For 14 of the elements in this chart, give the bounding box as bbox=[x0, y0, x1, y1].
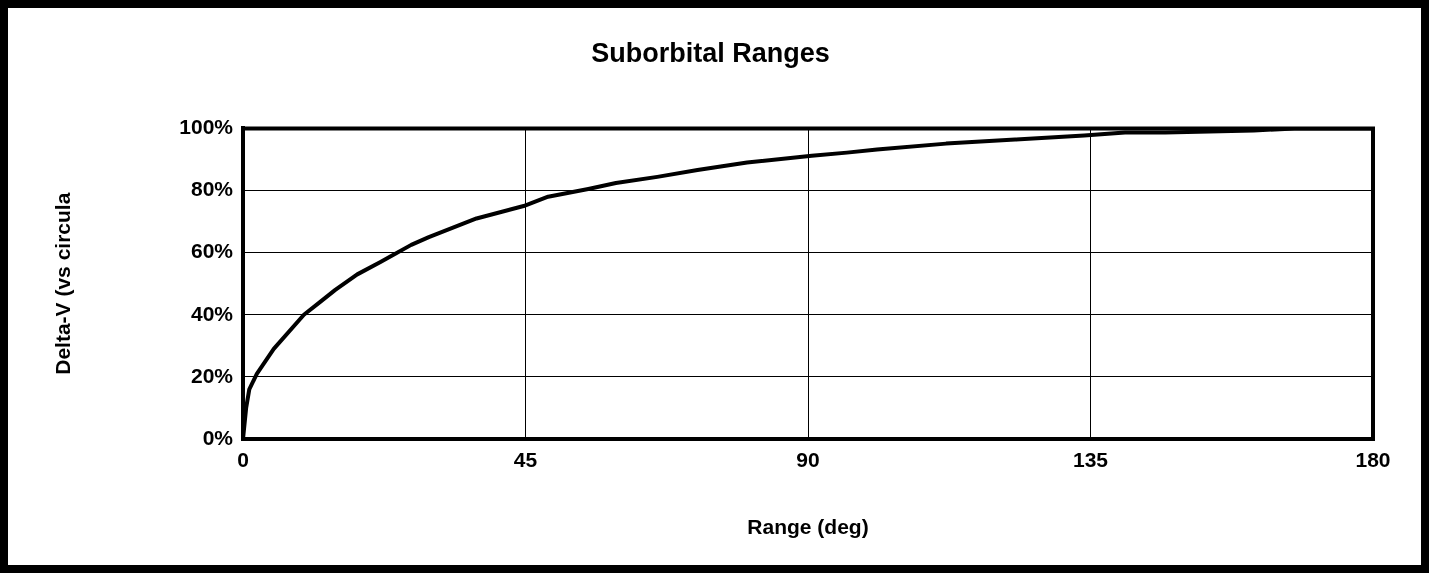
x-axis-title: Range (deg) bbox=[747, 515, 869, 539]
chart-title: Suborbital Ranges bbox=[591, 37, 830, 68]
x-tick-label: 180 bbox=[1355, 448, 1391, 472]
y-axis-title: Delta-V (vs circula bbox=[51, 192, 75, 375]
x-tick-label: 135 bbox=[1072, 448, 1109, 472]
x-tick-label: 0 bbox=[237, 448, 249, 472]
x-tick-label: 45 bbox=[513, 448, 538, 472]
y-tick-label: 100% bbox=[179, 115, 234, 139]
x-tick-label: 90 bbox=[796, 448, 820, 472]
y-tick-label: 80% bbox=[190, 177, 234, 201]
y-tick-label: 20% bbox=[190, 363, 234, 387]
y-tick-label: 40% bbox=[190, 301, 234, 325]
y-tick-label: 0% bbox=[202, 425, 234, 449]
y-tick-label: 60% bbox=[190, 239, 234, 263]
